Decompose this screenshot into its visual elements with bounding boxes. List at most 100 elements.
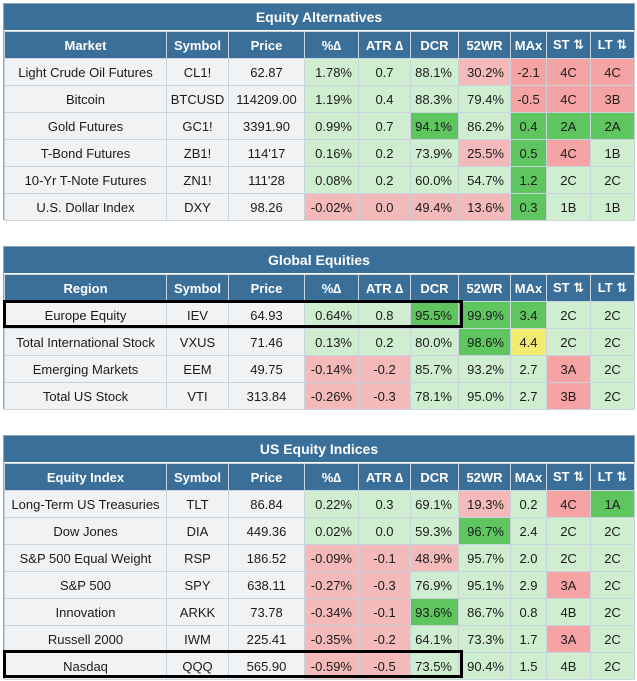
section-title: US Equity Indices <box>4 436 634 463</box>
price-cell: 49.75 <box>228 355 305 383</box>
dcr-cell: 88.3% <box>410 85 459 113</box>
symbol-cell: IWM <box>166 625 229 653</box>
wr52-cell: 98.6% <box>458 328 511 356</box>
table-row: Total US Stock VTI 313.84 -0.26% -0.3 78… <box>4 382 635 410</box>
col-pct-change: %∆ <box>304 274 359 302</box>
price-cell: 3391.90 <box>228 112 305 140</box>
name-cell: T-Bond Futures <box>4 139 167 167</box>
pct-cell: 0.22% <box>304 490 359 518</box>
lt-cell: 2C <box>590 355 635 383</box>
wr52-cell: 73.3% <box>458 625 511 653</box>
col-atr: ATR ∆ <box>358 31 411 59</box>
header-row: Market Symbol Price %∆ ATR ∆ DCR 52WR MA… <box>4 31 635 59</box>
pct-cell: -0.02% <box>304 193 359 221</box>
table-row: T-Bond Futures ZB1! 114'17 0.16% 0.2 73.… <box>4 139 635 167</box>
st-cell: 2C <box>546 301 591 329</box>
name-cell: Russell 2000 <box>4 625 167 653</box>
max-cell: 1.5 <box>510 652 547 680</box>
price-cell: 186.52 <box>228 544 305 572</box>
wr52-cell: 99.9% <box>458 301 511 329</box>
atr-cell: 0.8 <box>358 301 411 329</box>
name-cell: U.S. Dollar Index <box>4 193 167 221</box>
table-row: S&P 500 SPY 638.11 -0.27% -0.3 76.9% 95.… <box>4 571 635 599</box>
wr52-cell: 95.7% <box>458 544 511 572</box>
max-cell: -0.5 <box>510 85 547 113</box>
wr52-cell: 19.3% <box>458 490 511 518</box>
atr-cell: 0.0 <box>358 517 411 545</box>
dcr-cell: 76.9% <box>410 571 459 599</box>
lt-cell: 2C <box>590 625 635 653</box>
symbol-cell: VXUS <box>166 328 229 356</box>
atr-cell: -0.1 <box>358 544 411 572</box>
name-cell: S&P 500 <box>4 571 167 599</box>
symbol-cell: IEV <box>166 301 229 329</box>
col-52wr: 52WR <box>458 274 511 302</box>
col-lt: LT ⇅ <box>590 463 635 491</box>
atr-cell: 0.0 <box>358 193 411 221</box>
table-row: Gold Futures GC1! 3391.90 0.99% 0.7 94.1… <box>4 112 635 140</box>
col-52wr: 52WR <box>458 31 511 59</box>
symbol-cell: RSP <box>166 544 229 572</box>
symbol-cell: QQQ <box>166 652 229 680</box>
atr-cell: -0.3 <box>358 571 411 599</box>
st-cell: 2A <box>546 112 591 140</box>
symbol-cell: DXY <box>166 193 229 221</box>
section-title: Equity Alternatives <box>4 4 634 31</box>
header-row: Equity Index Symbol Price %∆ ATR ∆ DCR 5… <box>4 463 635 491</box>
col-equity-index: Equity Index <box>4 463 167 491</box>
pct-cell: 0.64% <box>304 301 359 329</box>
pct-cell: 0.08% <box>304 166 359 194</box>
price-cell: 73.78 <box>228 598 305 626</box>
header-row: Region Symbol Price %∆ ATR ∆ DCR 52WR MA… <box>4 274 635 302</box>
dcr-cell: 69.1% <box>410 490 459 518</box>
symbol-cell: CL1! <box>166 58 229 86</box>
lt-cell: 2C <box>590 652 635 680</box>
col-lt: LT ⇅ <box>590 31 635 59</box>
atr-cell: -0.1 <box>358 598 411 626</box>
col-52wr: 52WR <box>458 463 511 491</box>
table-row: Innovation ARKK 73.78 -0.34% -0.1 93.6% … <box>4 598 635 626</box>
max-cell: 3.4 <box>510 301 547 329</box>
pct-cell: 0.13% <box>304 328 359 356</box>
table-equity-alternatives: Market Symbol Price %∆ ATR ∆ DCR 52WR MA… <box>4 31 635 221</box>
name-cell: Emerging Markets <box>4 355 167 383</box>
symbol-cell: VTI <box>166 382 229 410</box>
st-cell: 4C <box>546 139 591 167</box>
col-pct-change: %∆ <box>304 463 359 491</box>
col-max: MAx <box>510 31 547 59</box>
lt-cell: 2C <box>590 328 635 356</box>
name-cell: Innovation <box>4 598 167 626</box>
dcr-cell: 73.9% <box>410 139 459 167</box>
symbol-cell: BTCUSD <box>166 85 229 113</box>
table-row: Nasdaq QQQ 565.90 -0.59% -0.5 73.5% 90.4… <box>4 652 635 680</box>
wr52-cell: 96.7% <box>458 517 511 545</box>
lt-cell: 4C <box>590 58 635 86</box>
table-row: Total International Stock VXUS 71.46 0.1… <box>4 328 635 356</box>
col-st: ST ⇅ <box>546 274 591 302</box>
col-atr: ATR ∆ <box>358 463 411 491</box>
col-st: ST ⇅ <box>546 31 591 59</box>
st-cell: 3A <box>546 355 591 383</box>
pct-cell: 1.78% <box>304 58 359 86</box>
st-cell: 2C <box>546 166 591 194</box>
symbol-cell: ARKK <box>166 598 229 626</box>
max-cell: 2.9 <box>510 571 547 599</box>
pct-cell: -0.35% <box>304 625 359 653</box>
table-row: Europe Equity IEV 64.93 0.64% 0.8 95.5% … <box>4 301 635 329</box>
wr52-cell: 79.4% <box>458 85 511 113</box>
atr-cell: -0.2 <box>358 625 411 653</box>
lt-cell: 2C <box>590 544 635 572</box>
table-us-equity-indices: Equity Index Symbol Price %∆ ATR ∆ DCR 5… <box>4 463 635 680</box>
price-cell: 114'17 <box>228 139 305 167</box>
name-cell: Dow Jones <box>4 517 167 545</box>
col-max: MAx <box>510 274 547 302</box>
table-row: Long-Term US Treasuries TLT 86.84 0.22% … <box>4 490 635 518</box>
pct-cell: -0.59% <box>304 652 359 680</box>
lt-cell: 2C <box>590 517 635 545</box>
symbol-cell: ZB1! <box>166 139 229 167</box>
symbol-cell: ZN1! <box>166 166 229 194</box>
atr-cell: 0.4 <box>358 85 411 113</box>
name-cell: Gold Futures <box>4 112 167 140</box>
atr-cell: 0.3 <box>358 490 411 518</box>
col-price: Price <box>228 274 305 302</box>
